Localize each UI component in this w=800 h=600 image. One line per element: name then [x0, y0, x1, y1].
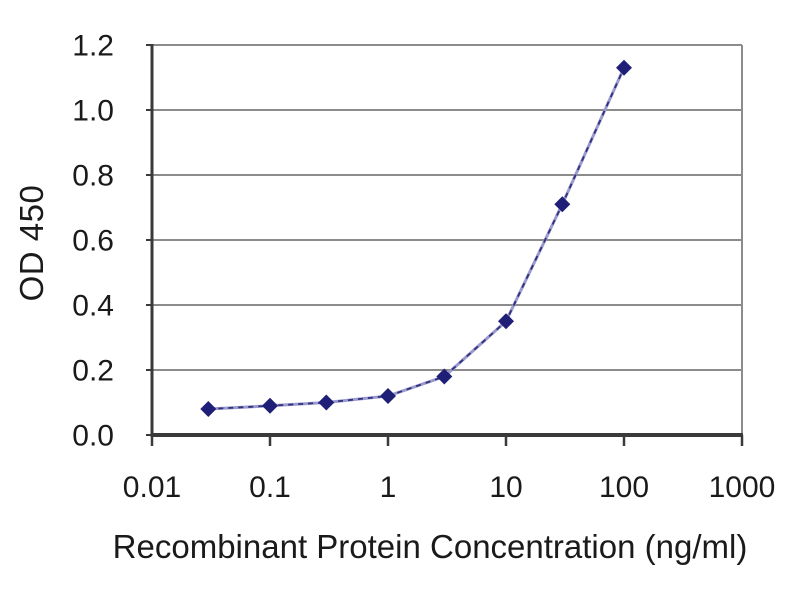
x-tick-label: 0.01 [123, 471, 181, 504]
data-point-marker [616, 59, 632, 76]
series-line [208, 67, 626, 411]
data-point-marker [200, 401, 217, 417]
y-tick-label: 0.2 [72, 355, 114, 388]
y-tick-label: 1.2 [72, 30, 114, 63]
data-point-marker [318, 394, 335, 411]
x-tick-label: 1 [380, 471, 397, 504]
series-line-overlay [208, 67, 625, 410]
x-tick-label: 1000 [709, 471, 776, 504]
y-tick-label: 1.0 [72, 95, 114, 128]
data-point-marker [498, 313, 514, 330]
data-point-marker [380, 388, 396, 404]
y-tick-label: 0.6 [72, 225, 114, 258]
data-point-marker [554, 196, 571, 213]
data-point-marker [262, 397, 278, 414]
y-tick-label: 0.4 [72, 290, 114, 323]
y-axis-title: OD 450 [13, 184, 50, 302]
x-axis-title: Recombinant Protein Concentration (ng/ml… [112, 528, 748, 565]
x-tick-label: 10 [489, 471, 522, 504]
x-tick-label: 0.1 [249, 471, 291, 504]
data-point-marker [436, 368, 453, 385]
x-tick-label: 100 [599, 471, 649, 504]
y-tick-label: 0.8 [72, 160, 114, 193]
y-tick-label: 0.0 [72, 420, 114, 453]
